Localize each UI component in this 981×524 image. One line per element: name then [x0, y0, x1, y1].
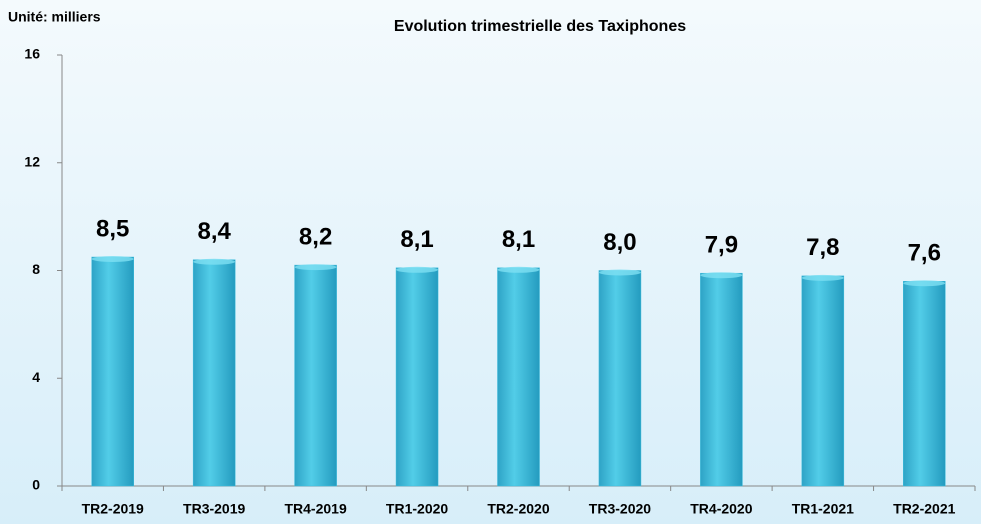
x-tick-label: TR2-2020	[487, 501, 549, 517]
value-label: 7,9	[705, 232, 738, 259]
bar-cap	[903, 280, 946, 287]
bar	[598, 270, 642, 487]
y-tick-label: 12	[24, 153, 40, 169]
bar-cap	[497, 266, 540, 273]
bar-cap	[294, 264, 337, 271]
bar-cap	[700, 272, 743, 279]
value-label: 8,1	[502, 226, 535, 253]
bar-cap	[801, 274, 844, 281]
x-tick-label: TR2-2019	[82, 501, 144, 517]
value-label: 8,4	[197, 218, 231, 245]
y-tick-label: 8	[32, 261, 40, 277]
x-tick-label: TR1-2020	[386, 501, 448, 517]
bar-cap	[91, 256, 134, 263]
y-tick-label: 4	[32, 369, 40, 385]
x-tick-label: TR1-2021	[792, 501, 854, 517]
bar	[497, 267, 540, 487]
value-label: 8,2	[299, 223, 332, 250]
y-tick-label: 0	[32, 477, 40, 493]
y-axis-label: Unité: milliers	[8, 9, 101, 25]
bar-cap	[396, 266, 439, 273]
value-label: 7,8	[806, 234, 839, 261]
x-tick-label: TR4-2019	[284, 501, 346, 517]
x-tick-label: TR3-2020	[589, 501, 651, 517]
bar	[903, 281, 946, 487]
x-tick-label: TR3-2019	[183, 501, 245, 517]
bar	[801, 275, 845, 487]
value-label: 8,1	[400, 226, 433, 253]
bar	[91, 256, 134, 487]
value-label: 8,0	[603, 229, 636, 256]
bar-cap	[598, 269, 641, 276]
bar	[700, 272, 743, 487]
x-tick-label: TR4-2020	[690, 501, 752, 517]
value-label: 8,5	[96, 215, 129, 242]
bar-cap	[193, 258, 236, 265]
chart-title: Evolution trimestrielle des Taxiphones	[394, 18, 686, 35]
bar	[192, 259, 236, 487]
value-label: 7,6	[908, 240, 941, 267]
x-tick-label: TR2-2021	[893, 501, 955, 517]
y-tick-label: 16	[24, 46, 40, 62]
bar	[294, 264, 337, 487]
bar	[395, 267, 439, 487]
